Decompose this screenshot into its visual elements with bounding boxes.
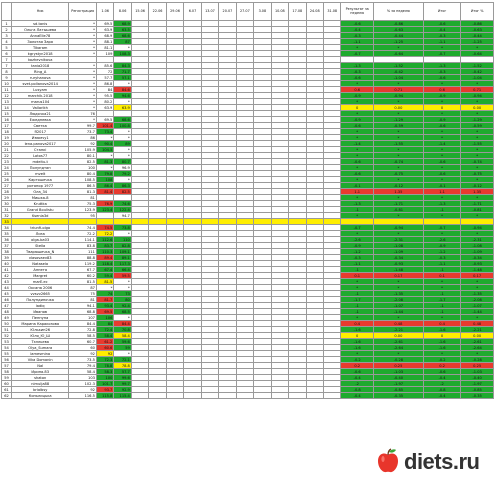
table-row[interactable]: 21 Станкi 105.9 104.5 * * * * * <box>1 146 494 153</box>
empty-week-cell <box>130 392 150 399</box>
table-row[interactable]: 62 Коньлицька 116.5 115.8 115.4 -0.4 -0.35 -0.4… <box>1 392 494 399</box>
header-name: Ник <box>10 2 70 21</box>
table-row[interactable]: 42 Margret 60.2 59.4 59.5 0.1 0.17 0.1 0.17 <box>1 272 494 279</box>
table-row[interactable]: 25 mvelt 80.4 79.8 79.2 -0.6 -0.75 -0.6 -0.75 <box>1 170 494 177</box>
diets-logo[interactable]: diets.ru <box>372 446 498 476</box>
header-date: 22.06 <box>148 2 167 21</box>
table-row[interactable]: 61 brialbsy 92 93.7 92.9 -0.8 -0.85 -0.8 -0.85 <box>1 386 494 393</box>
table-row[interactable]: 58 Ирина.83 58.4 58.3 57.7 -0.6 -1.03 -0.6 -1.03 <box>1 368 494 375</box>
week-result-cell: -0.4 <box>340 392 374 399</box>
header-date: 20.07 <box>218 2 237 21</box>
header-num <box>1 2 12 21</box>
week-1-cell: 115.8 <box>95 392 115 399</box>
table-row[interactable]: 30 Kruttka 75.3 76.9 74.6 -1.3 -1.71 -1.3 -1.71 <box>1 200 494 207</box>
header-week-percent: % за неделю <box>372 2 424 21</box>
header-date: 6.07 <box>183 2 202 21</box>
table-row[interactable]: 36 olga-ba03 114.1 112.6 110 -2.6 -2.31 -2.6 -2.… <box>1 236 494 243</box>
header-date: 29.06 <box>165 2 185 21</box>
table-body: 1 sd.tanis * 69.5 68.9 -0.6 -0.86 -0.6 -0.86 2 Оль… <box>1 20 494 399</box>
empty-week-cell <box>218 392 237 399</box>
apple-icon <box>378 448 398 473</box>
table-row[interactable]: 29 Мишка-8 81 * * * * <box>1 194 494 201</box>
header-total-percent: Итог % <box>460 2 494 21</box>
table-row[interactable]: 50 Марина Каракозова 84.4 84 84.4 0.4 0.48 0.4 0… <box>1 320 494 327</box>
table-row[interactable]: 14 Vallarikh * 63.9 63.9 0 0.00 0 0.00 <box>1 104 494 111</box>
empty-week-cell <box>305 392 324 399</box>
header-date: 8.06 <box>113 2 132 21</box>
empty-week-cell <box>148 392 167 399</box>
table-row[interactable]: 55 lamesmina 92 92 * * * * * <box>1 350 494 357</box>
empty-week-cell <box>183 392 202 399</box>
empty-week-cell <box>235 392 255 399</box>
empty-week-cell <box>200 392 220 399</box>
table-row[interactable]: 38 Тварюшечка_N 111 110.3 109.1 -1.2 -1.09 -1.2… <box>1 248 494 255</box>
header-date: 27.07 <box>235 2 255 21</box>
header-date: 10.08 <box>270 2 290 21</box>
table-row[interactable]: 6 kgrystyn2018 * 109 108.3 -0.7 -0.64 -0.7 -0.64 <box>1 50 494 57</box>
header-registration: Регистрация <box>68 2 97 21</box>
table-row[interactable]: 2 Ольга Латышева * 63.9 63.5 -0.4 -0.63 -0.4 -0.… <box>1 26 494 33</box>
row-number-cell: 62 <box>1 392 12 399</box>
table-row[interactable]: 27 ротопор 1977 86.5 86.4 86.3 -0.1 -0.12 -0.1-… <box>1 182 494 189</box>
empty-week-cell <box>165 392 185 399</box>
header-row: Ник Регистрация 1.06 8.06 15.06 22.06 29… <box>1 2 494 21</box>
table-row[interactable]: 24 Полундтан 100 * 96.9 * * * * <box>1 164 494 171</box>
table-row[interactable]: 46 Полундиночка 81 81.7 80 -1.7 -2.08 -1.7 -2.08 <box>1 296 494 303</box>
table-row[interactable]: 37 Stella 83.8 83.7 82.8 -0.9 -1.08 -0.9 -1.08 <box>1 242 494 249</box>
week-percent-cell: -0.35 <box>372 392 424 399</box>
header-date: 15.06 <box>130 2 150 21</box>
week-2-cell: 115.4 <box>113 392 132 399</box>
total-cell: -0.4 <box>422 392 462 399</box>
logo-brand-text: diets.ru <box>404 449 480 474</box>
registration-cell: 116.5 <box>68 392 97 399</box>
table-row[interactable]: 11 Lusyam * 84 84.6 0.6 0.71 0.6 0.71 <box>1 86 494 93</box>
table-row[interactable]: 3 AnnaElle78 * 68.9 68.6 -0.3 -0.44 -0.3 -0.44 <box>1 32 494 39</box>
header-date: 13.07 <box>200 2 220 21</box>
table-row[interactable]: 31 Grand Boulistu 123.9 123.4 122.4 -1 -0.81 -1… <box>1 206 494 213</box>
header-date: 3.08 <box>253 2 272 21</box>
header-week-result: Результат за неделю <box>340 2 374 21</box>
header-date: 17.08 <box>288 2 307 21</box>
weight-tracking-table: Ник Регистрация 1.06 8.06 15.06 22.06 29… <box>1 2 494 399</box>
table-row[interactable]: 39 vlasovaev83 88.8 89.4 89.1 -0.3 -0.34 -0.3 -0… <box>1 254 494 261</box>
header-total: Итог <box>422 2 462 21</box>
table-row[interactable]: 52 Юля_Ю_Ш 58.5 58.4 58.4 0 0.00 0 0.00 <box>1 332 494 339</box>
header-date: 31.08 <box>322 2 342 21</box>
empty-week-cell <box>253 392 272 399</box>
table-row[interactable]: 57 Nal 79.4 78.8 78.8 0.2 0.25 0.2 0.25 <box>1 362 494 369</box>
empty-week-cell <box>270 392 290 399</box>
empty-week-cell <box>322 392 342 399</box>
table-row[interactable]: 53 Тэлльева 60.7 61.2 59.6 -1.6 -2.61 -1.6 -2.61 <box>1 338 494 345</box>
empty-week-cell <box>288 392 307 399</box>
header-date: 1.06 <box>95 2 115 21</box>
total-percent-cell: -0.35 <box>460 392 494 399</box>
header-date: 24.08 <box>305 2 324 21</box>
table-row[interactable]: 23 mdeitu-t 82.5 81.3 80.7 -0.6 -0.74 -0.6 -0.74 <box>1 158 494 165</box>
table-row[interactable]: 16 Ежедневка * 69.5 68.6 -0.9 -1.29 -0.9 -1.29 <box>1 116 494 123</box>
nick-cell: Коньлицька <box>10 392 70 399</box>
table-row[interactable]: 60 nimulja88 102.3 101.7 99.7 -2 -1.97 -2 -1.97 <box>1 380 494 387</box>
table-row[interactable]: 15 Людочка21 76 * * * * <box>1 110 494 117</box>
